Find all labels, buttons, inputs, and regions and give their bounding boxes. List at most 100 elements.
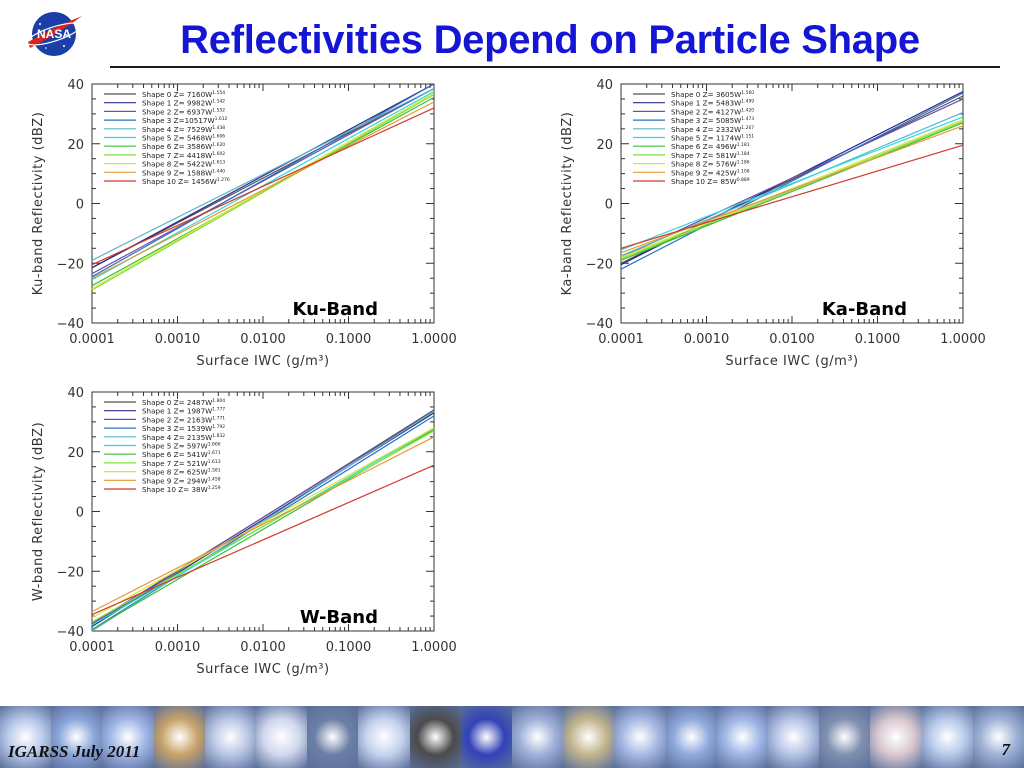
series-line — [91, 87, 435, 261]
legend-exponent: 1.771 — [212, 415, 225, 421]
legend-entry: Shape 0 Z= 7160W1.554 — [142, 90, 225, 99]
series-line — [620, 119, 964, 258]
footer-conference: IGARSS July 2011 — [8, 742, 141, 761]
legend-entry: Shape 3 Z= 5085W1.473 — [671, 116, 754, 125]
legend-entry: Shape 3 Z=10517W1.612 — [142, 116, 228, 125]
snowflake-photo — [665, 706, 717, 768]
legend-exponent: 1.420 — [741, 107, 754, 113]
legend-entry: Shape 8 Z= 576W1.186 — [671, 160, 750, 169]
series-line — [620, 120, 964, 260]
panel-label: Ka-Band — [822, 299, 907, 320]
y-tick-label: −40 — [57, 625, 84, 640]
legend-exponent: 1.552 — [212, 107, 225, 113]
legend-exponent: 1.832 — [212, 433, 225, 439]
legend-entry: Shape 4 Z= 2332W1.267 — [671, 125, 754, 134]
x-tick-label: 1.0000 — [411, 640, 457, 655]
x-axis-label: Surface IWC (g/m³) — [725, 354, 858, 369]
w-band-chart: 0.0001 0.0010 0.0100 0.1000 1.0000 40 20 0 −20 −4… — [31, 386, 457, 677]
legend-exponent: 1.671 — [208, 450, 221, 456]
legend-exponent: 1.151 — [741, 134, 754, 140]
legend-entry: Shape 5 Z= 597W1.666 — [142, 442, 221, 451]
ka-band-chart: 0.0001 0.0010 0.0100 0.1000 1.0000 40 20 0 −20 −4… — [560, 78, 986, 369]
snowflake-photo — [972, 706, 1024, 768]
x-tick-label: 0.0001 — [69, 640, 115, 655]
series-line — [620, 116, 964, 251]
x-tick-label: 0.1000 — [855, 332, 901, 347]
x-tick-label: 0.0010 — [155, 332, 201, 347]
legend-entry: Shape 10 Z= 85W0.889 — [671, 177, 750, 186]
legend-entry: Shape 5 Z= 1174W1.151 — [671, 134, 754, 143]
legend-entry: Shape 8 Z= 5422W1.613 — [142, 160, 225, 169]
panel-label: W-Band — [300, 607, 378, 628]
y-tick-label: −20 — [57, 565, 84, 580]
y-tick-label: −20 — [57, 257, 84, 272]
legend-entry: Shape 1 Z= 1987W1.777 — [142, 407, 225, 416]
legend-exponent: 1.804 — [212, 398, 225, 404]
legend-entry: Shape 0 Z= 2487W1.804 — [142, 398, 225, 407]
series-line — [91, 410, 435, 625]
y-tick-label: −40 — [57, 317, 84, 332]
series-line — [91, 87, 435, 269]
legend-entry: Shape 0 Z= 3605W1.560 — [671, 90, 754, 99]
series-line — [91, 427, 435, 619]
snowflake-photo — [563, 706, 615, 768]
snowflake-photo — [716, 706, 769, 768]
snowflake-photo — [153, 706, 205, 768]
legend-entry: Shape 7 Z= 521W1.613 — [142, 459, 221, 468]
legend-exponent: 1.602 — [212, 151, 225, 157]
legend-entry: Shape 7 Z= 4418W1.602 — [142, 151, 225, 160]
legend-entry: Shape 3 Z= 1539W1.792 — [142, 424, 225, 433]
legend-entry: Shape 10 Z= 38W1.259 — [142, 485, 221, 494]
series-line — [620, 122, 964, 261]
snowflake-photo — [819, 706, 871, 768]
legend-entry: Shape 6 Z= 3586W1.620 — [142, 142, 225, 151]
y-tick-label: 0 — [605, 198, 613, 213]
x-tick-label: 0.1000 — [326, 332, 372, 347]
snowflake-photo — [460, 706, 513, 768]
legend-exponent: 1.438 — [212, 125, 225, 131]
snowflake-photo — [870, 706, 922, 768]
x-tick-label: 0.0010 — [155, 640, 201, 655]
x-tick-label: 1.0000 — [411, 332, 457, 347]
y-tick-label: 0 — [76, 506, 84, 521]
y-tick-label: 20 — [67, 446, 84, 461]
series-line — [91, 92, 435, 290]
legend-exponent: 1.620 — [212, 142, 225, 148]
x-tick-label: 0.1000 — [326, 640, 372, 655]
series-line — [620, 144, 964, 249]
legend-entry: Shape 4 Z= 7529W1.438 — [142, 125, 225, 134]
series-line — [91, 93, 435, 291]
legend-entry: Shape 2 Z= 2163W1.771 — [142, 415, 225, 424]
legend-entry: Shape 2 Z= 6937W1.552 — [142, 107, 225, 116]
legend-entry: Shape 6 Z= 496W1.181 — [671, 142, 750, 151]
x-tick-label: 0.0100 — [769, 332, 815, 347]
snowflake-photo — [204, 706, 257, 768]
snowflake-photo — [512, 706, 564, 768]
legend-exponent: 1.554 — [212, 90, 225, 96]
page-number: 7 — [1001, 740, 1011, 759]
y-tick-label: 20 — [596, 138, 613, 153]
series-line — [91, 436, 435, 613]
legend-exponent: 1.560 — [741, 90, 754, 96]
legend-entry: Shape 7 Z= 581W1.184 — [671, 151, 750, 160]
snowflake-photo — [307, 706, 359, 768]
x-tick-label: 0.0001 — [598, 332, 644, 347]
series-line — [91, 96, 435, 287]
legend-exponent: 1.613 — [212, 160, 225, 166]
panel-label: Ku-Band — [293, 299, 378, 320]
legend-entry: Shape 1 Z= 9982W1.542 — [142, 99, 225, 108]
x-axis-label: Surface IWC (g/m³) — [196, 662, 329, 677]
series-line — [91, 107, 435, 266]
y-axis-label: Ku-band Reflectivity (dBZ) — [31, 112, 46, 296]
snowflake-photo — [358, 706, 410, 768]
legend-entry: Shape 9 Z= 425W1.108 — [671, 168, 750, 177]
legend-exponent: 1.181 — [737, 142, 750, 148]
legend-entry: Shape 2 Z= 4127W1.420 — [671, 107, 754, 116]
plot-frame — [91, 83, 435, 324]
nasa-logo: NASA — [26, 12, 82, 56]
legend-entry: Shape 5 Z= 5468W1.606 — [142, 134, 225, 143]
y-tick-label: 40 — [67, 78, 84, 93]
snowflake-image-strip — [0, 706, 1024, 768]
y-axis-label: Ka-band Reflectivity (dBZ) — [560, 112, 575, 296]
legend-entry: Shape 6 Z= 541W1.671 — [142, 450, 221, 459]
